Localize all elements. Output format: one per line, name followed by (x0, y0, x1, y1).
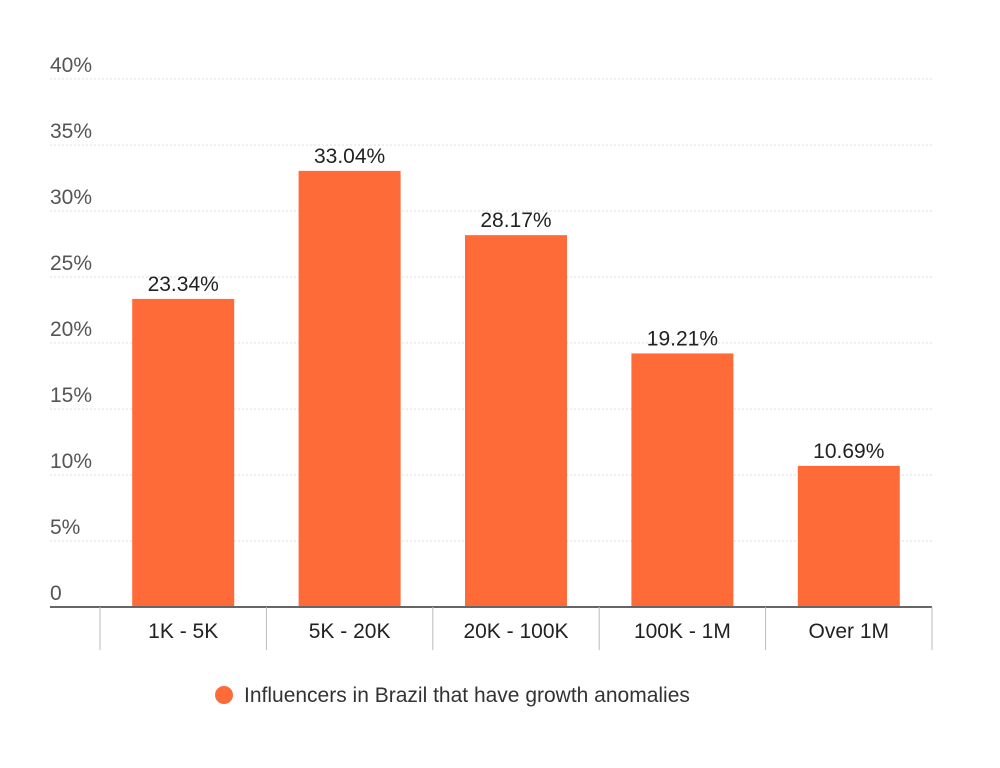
bar (298, 170, 401, 607)
legend-label: Influencers in Brazil that have growth a… (244, 684, 690, 707)
legend-swatch (215, 686, 233, 704)
x-tick-label: Over 1M (809, 620, 890, 643)
y-tick-label: 15% (50, 384, 92, 407)
data-label: 10.69% (813, 440, 884, 463)
y-tick-label: 20% (50, 318, 92, 341)
y-tick-label: 30% (50, 186, 92, 209)
data-label: 19.21% (647, 327, 718, 350)
bar (797, 465, 900, 607)
x-tick-label: 1K - 5K (148, 620, 218, 643)
bar (465, 235, 567, 607)
bar (132, 298, 235, 607)
data-label: 28.17% (480, 209, 551, 232)
x-tick-label: 20K - 100K (463, 620, 568, 643)
y-tick-label: 10% (50, 450, 92, 473)
legend: Influencers in Brazil that have growth a… (215, 684, 690, 707)
data-label: 33.04% (314, 145, 385, 168)
data-labels: 23.34% 33.04% 28.17% 19.21% 10.69% (148, 145, 885, 463)
y-tick-label: 40% (50, 54, 92, 77)
x-tick-label: 5K - 20K (309, 620, 391, 643)
y-axis: 0 5% 10% 15% 20% 25% 30% 35% 40% (50, 54, 92, 605)
bars (132, 170, 900, 607)
data-label: 23.34% (148, 273, 219, 296)
y-tick-label: 25% (50, 252, 92, 275)
bar (631, 353, 734, 607)
y-tick-label: 0 (50, 582, 62, 605)
y-tick-label: 5% (50, 516, 80, 539)
x-axis: 1K - 5K 5K - 20K 20K - 100K 100K - 1M Over 1… (50, 606, 933, 650)
x-tick-label: 100K - 1M (634, 620, 731, 643)
y-tick-label: 35% (50, 120, 92, 143)
